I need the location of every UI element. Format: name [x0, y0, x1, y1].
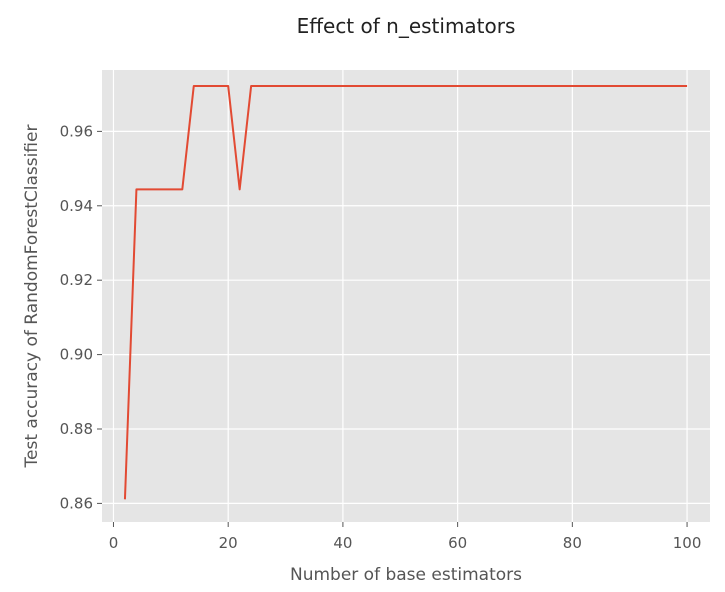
- y-tick-label: 0.94: [60, 197, 93, 215]
- x-axis-ticks: 0 20 40 60 80 100: [109, 522, 702, 552]
- y-axis-ticks: 0.86 0.88 0.90 0.92 0.94 0.96: [60, 122, 102, 512]
- y-axis-label: Test accuracy of RandomForestClassifier: [22, 125, 42, 469]
- x-axis-label: Number of base estimators: [290, 565, 522, 585]
- y-tick-label: 0.88: [60, 420, 93, 438]
- y-tick-label: 0.90: [60, 346, 93, 364]
- y-tick-label: 0.96: [60, 122, 93, 140]
- x-tick-label: 20: [219, 534, 238, 552]
- x-tick-label: 100: [673, 534, 702, 552]
- grid-lines: [102, 70, 710, 522]
- plot-area: [102, 70, 710, 522]
- x-tick-label: 60: [448, 534, 467, 552]
- y-tick-label: 0.92: [60, 271, 93, 289]
- x-tick-label: 0: [109, 534, 119, 552]
- x-tick-label: 80: [563, 534, 582, 552]
- y-tick-label: 0.86: [60, 494, 93, 512]
- chart-title: Effect of n_estimators: [297, 14, 516, 38]
- series-line: [123, 85, 688, 500]
- series-group: [123, 85, 688, 500]
- x-tick-label: 40: [333, 534, 352, 552]
